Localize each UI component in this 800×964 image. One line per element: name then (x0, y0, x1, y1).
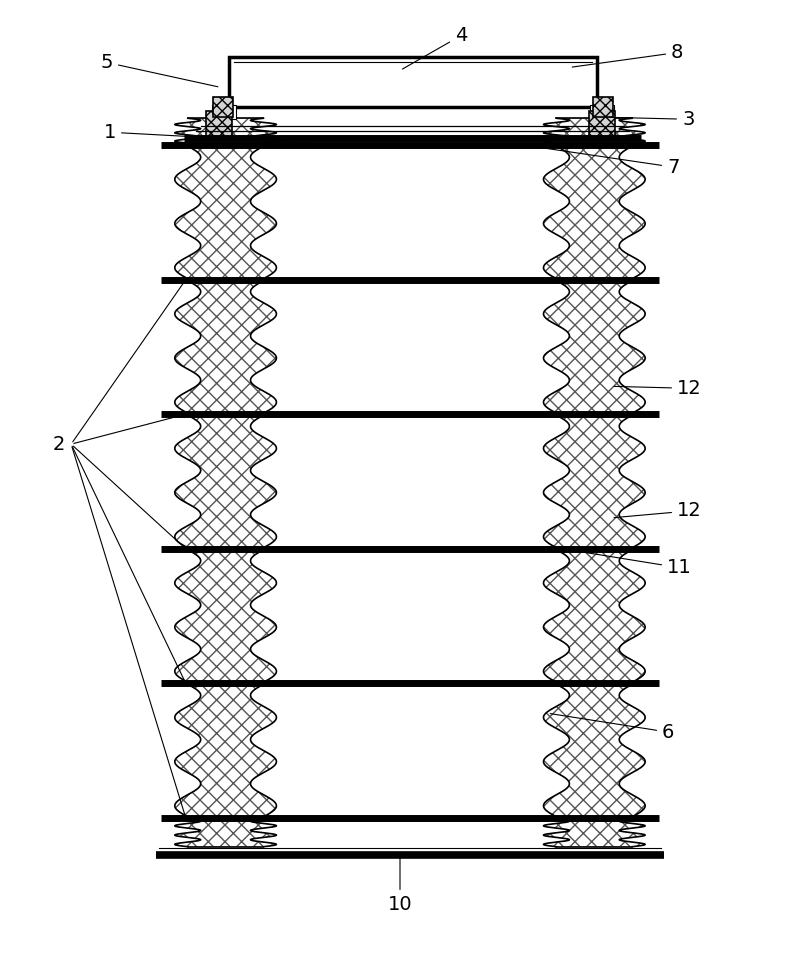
Text: 2: 2 (53, 435, 66, 454)
Polygon shape (174, 549, 277, 683)
Text: 6: 6 (550, 713, 674, 741)
Text: 10: 10 (388, 858, 412, 914)
Polygon shape (543, 549, 645, 683)
Polygon shape (543, 818, 645, 846)
Text: 5: 5 (101, 53, 218, 87)
Polygon shape (174, 281, 277, 414)
Polygon shape (543, 684, 645, 817)
Polygon shape (174, 684, 277, 817)
Polygon shape (543, 415, 645, 548)
Bar (213, 97, 233, 118)
Text: 12: 12 (614, 379, 702, 398)
Text: 8: 8 (572, 43, 683, 67)
Text: 12: 12 (614, 501, 702, 521)
Text: 1: 1 (104, 122, 310, 143)
Polygon shape (543, 147, 645, 279)
Bar (594, 97, 614, 118)
Bar (229, 58, 598, 107)
Polygon shape (543, 281, 645, 414)
Polygon shape (174, 119, 277, 144)
Text: 4: 4 (402, 26, 467, 69)
Polygon shape (174, 415, 277, 548)
Text: 3: 3 (610, 110, 694, 129)
Bar (212, 105, 235, 120)
Polygon shape (543, 119, 645, 144)
Polygon shape (174, 147, 277, 279)
Text: 11: 11 (565, 549, 692, 577)
Bar (206, 111, 231, 137)
Bar (590, 111, 615, 137)
Text: 7: 7 (520, 145, 679, 176)
Polygon shape (174, 818, 277, 846)
Bar (590, 105, 614, 120)
